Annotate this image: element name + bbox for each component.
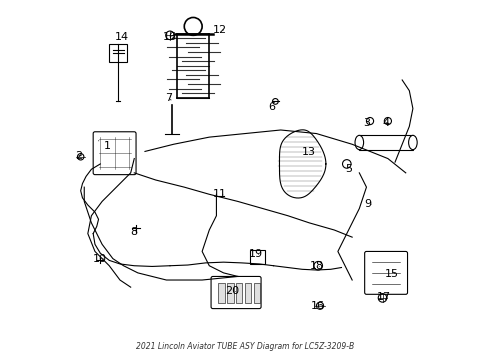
Ellipse shape [409,135,417,150]
Bar [227,283,234,302]
Text: 2021 Lincoln Aviator TUBE ASY Diagram for LC5Z-3209-B: 2021 Lincoln Aviator TUBE ASY Diagram fo… [136,342,354,351]
Text: 18: 18 [309,261,323,271]
Text: 6: 6 [269,102,275,112]
Text: 8: 8 [130,227,137,237]
Text: 10: 10 [93,254,107,264]
Text: 3: 3 [363,118,370,128]
Polygon shape [109,44,127,62]
Bar [359,135,413,150]
Bar [218,283,224,302]
Text: 19: 19 [248,249,263,259]
Text: 13: 13 [302,147,317,157]
Text: 20: 20 [225,287,240,296]
Text: 17: 17 [377,292,392,302]
Text: 14: 14 [115,32,129,42]
Text: 7: 7 [165,93,172,103]
Text: 12: 12 [213,25,227,35]
Text: 9: 9 [365,199,372,209]
FancyBboxPatch shape [93,132,136,175]
Text: 11: 11 [213,189,227,199]
Bar [254,283,260,302]
Bar [245,283,251,302]
FancyBboxPatch shape [211,276,261,309]
Text: 16: 16 [311,301,325,311]
Text: 15: 15 [385,269,398,279]
Bar [250,249,265,264]
Text: 4: 4 [383,118,390,128]
Text: 1: 1 [98,141,111,151]
Text: 16: 16 [163,32,177,42]
Text: 5: 5 [345,163,352,174]
Text: 2: 2 [75,151,82,161]
FancyBboxPatch shape [365,251,408,294]
Bar [236,283,243,302]
Ellipse shape [355,135,364,150]
